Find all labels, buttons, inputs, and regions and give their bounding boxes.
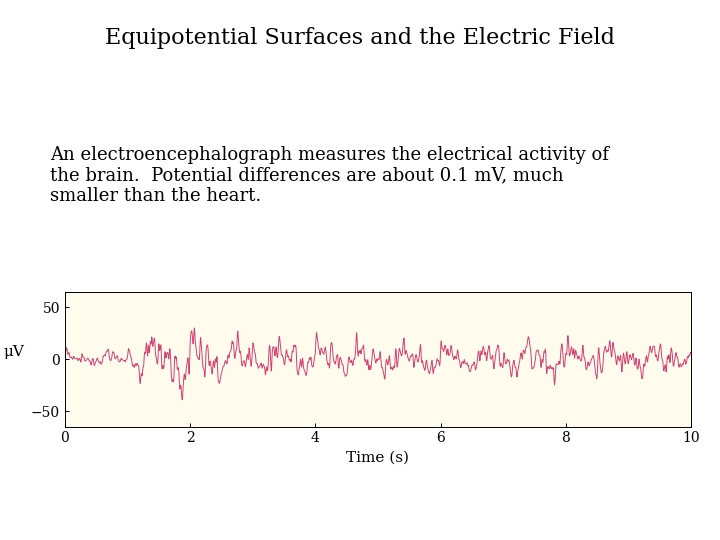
- X-axis label: Time (s): Time (s): [346, 451, 410, 465]
- Text: Equipotential Surfaces and the Electric Field: Equipotential Surfaces and the Electric …: [105, 27, 615, 49]
- Text: An electroencephalograph measures the electrical activity of
the brain.  Potenti: An electroencephalograph measures the el…: [50, 146, 609, 205]
- Y-axis label: μV: μV: [4, 345, 24, 359]
